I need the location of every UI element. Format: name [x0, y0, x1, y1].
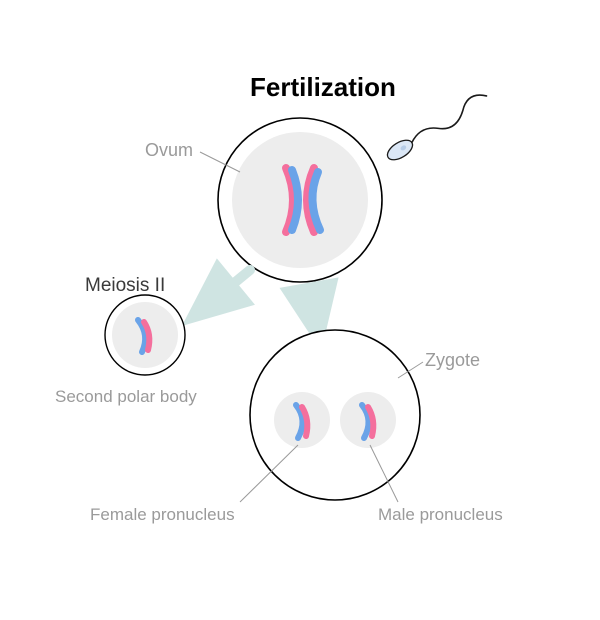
zygote-cell: [250, 330, 420, 500]
diagram-canvas: Fertilization Ovum Meiosis II Second pol…: [0, 0, 600, 620]
male-pronucleus-label: Male pronucleus: [378, 505, 503, 525]
meiosis-label: Meiosis II: [85, 275, 165, 297]
female-pronucleus-label: Female pronucleus: [90, 505, 235, 525]
ovum-chromosomes: [286, 168, 320, 232]
second-polar-body: [105, 295, 185, 375]
leader-lines: [200, 152, 423, 502]
diagram-title: Fertilization: [250, 72, 396, 103]
zygote-label: Zygote: [425, 350, 480, 371]
arrows: [205, 270, 316, 322]
ovum-cell: [218, 118, 382, 282]
second-polar-body-label: Second polar body: [55, 387, 197, 407]
female-pronucleus: [274, 392, 330, 448]
male-pronucleus: [340, 392, 396, 448]
ovum-label: Ovum: [145, 140, 193, 161]
sperm-cell: [384, 90, 490, 164]
